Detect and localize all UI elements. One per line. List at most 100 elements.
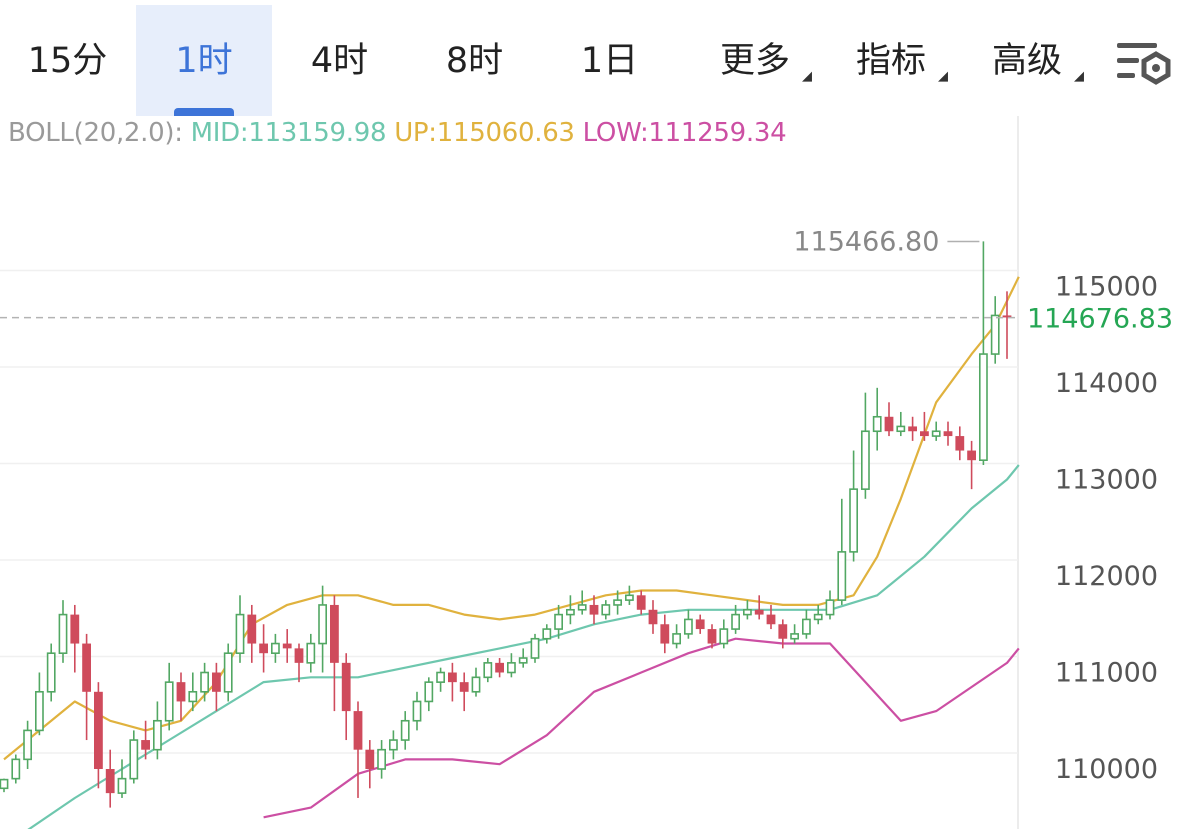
tab-indicators[interactable]: 指标 ◢ — [855, 41, 948, 84]
tab-4h[interactable]: 4时 — [310, 41, 369, 81]
tab-1d[interactable]: 1日 — [580, 41, 639, 81]
candle-up — [624, 585, 634, 605]
candle-down — [707, 624, 717, 649]
candle-down — [141, 720, 150, 760]
candle-down — [636, 590, 646, 615]
candle-body — [235, 613, 245, 655]
candle-body — [1002, 315, 1012, 318]
boll-indicator-readout: BOLL(20,2.0): MID:113159.98 UP:115060.63… — [8, 118, 787, 148]
candle-up — [565, 595, 575, 625]
candle-down — [648, 600, 658, 634]
candle-up — [23, 720, 32, 769]
candle-body — [23, 729, 32, 761]
candle-up — [837, 498, 847, 605]
tab-1h[interactable]: 1时 — [136, 5, 272, 116]
candle-up — [683, 609, 693, 639]
candle-up — [577, 590, 587, 615]
candle-body — [719, 628, 729, 645]
candle-up — [200, 662, 209, 702]
boll-up-line — [3, 276, 1020, 761]
candle-up — [872, 387, 882, 451]
candle-down — [330, 595, 339, 712]
candle-body — [601, 604, 611, 616]
candle-up — [424, 677, 434, 712]
candle-body — [530, 637, 540, 659]
candle-body — [565, 608, 575, 616]
candle-down — [955, 426, 965, 461]
candle-up — [742, 600, 752, 620]
candle-down — [884, 402, 894, 437]
candle-up — [849, 450, 858, 562]
candle-up — [153, 701, 162, 760]
boll-up-value: UP:115060.63 — [394, 118, 575, 148]
candle-body — [436, 671, 445, 683]
candle-body — [742, 608, 752, 616]
candle-up — [0, 778, 9, 793]
candle-body — [766, 614, 776, 625]
candles — [0, 241, 1012, 808]
candle-body — [353, 711, 363, 750]
candle-body — [790, 633, 799, 640]
candle-body — [412, 700, 422, 722]
candle-body — [695, 619, 705, 630]
candle-body — [483, 662, 493, 679]
candle-body — [448, 672, 457, 683]
candle-down — [459, 672, 469, 712]
candle-body — [223, 652, 233, 693]
candle-up — [860, 392, 870, 499]
candle-up — [990, 296, 1000, 364]
candle-body — [141, 740, 150, 750]
candle-up — [506, 653, 516, 678]
tab-15min[interactable]: 15分 — [27, 41, 108, 81]
candle-body — [672, 633, 681, 645]
candle-body — [318, 604, 327, 645]
candle-down — [94, 682, 103, 789]
candle-body — [34, 690, 44, 732]
candle-down — [448, 662, 457, 702]
candle-body — [849, 488, 858, 553]
candle-down — [778, 619, 788, 649]
candle-up — [34, 672, 44, 736]
current-price-label: 114676.83 — [1027, 304, 1173, 335]
candle-body — [176, 682, 186, 702]
boll-mid-line — [27, 464, 1020, 829]
tab-advanced[interactable]: 高级 ◢ — [991, 41, 1084, 84]
candle-down — [353, 701, 363, 798]
candle-down — [1002, 291, 1012, 359]
candle-body — [778, 624, 788, 639]
tab-8h[interactable]: 8时 — [445, 41, 504, 81]
candle-down — [294, 643, 304, 683]
candle-down — [82, 633, 91, 741]
candle-body — [471, 676, 481, 693]
candle-body — [967, 450, 976, 461]
y-tick-label: 111000 — [1055, 658, 1158, 689]
y-tick-label: 110000 — [1055, 754, 1158, 785]
candle-down — [754, 595, 764, 620]
candle-down — [341, 653, 351, 741]
candle-body — [105, 769, 115, 794]
candle-up — [436, 667, 445, 692]
candle-body — [908, 426, 917, 432]
candle-body — [70, 614, 80, 644]
candle-body — [58, 613, 68, 655]
chart-settings-icon[interactable] — [1114, 38, 1172, 88]
candle-body — [813, 613, 823, 621]
candle-body — [920, 431, 929, 437]
candle-down — [259, 624, 268, 673]
boll-mid-value: MID:113159.98 — [190, 118, 387, 148]
candle-body — [117, 777, 127, 794]
candle-up — [223, 643, 233, 702]
candle-up — [270, 633, 280, 663]
tab-more[interactable]: 更多 ◢ — [719, 41, 812, 84]
candle-body — [506, 662, 516, 674]
candle-body — [955, 436, 965, 451]
candle-up — [613, 590, 622, 615]
candle-up — [931, 421, 941, 441]
candle-body — [365, 749, 375, 769]
candle-down — [247, 604, 257, 663]
candle-up — [306, 633, 316, 673]
candle-down — [920, 411, 929, 441]
candle-body — [282, 643, 292, 649]
